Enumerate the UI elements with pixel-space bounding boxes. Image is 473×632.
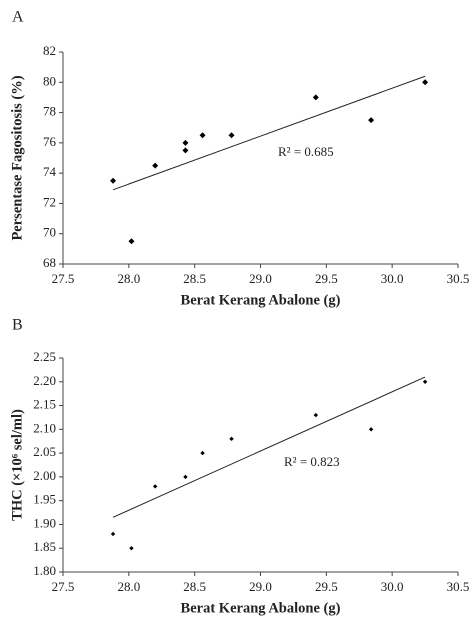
point (368, 117, 375, 124)
y-tick-label: 78 (43, 104, 56, 119)
y-tick-label: 70 (43, 225, 56, 240)
point (313, 412, 318, 418)
r-squared: R² = 0.823 (284, 454, 340, 469)
x-tick-label: 28.5 (183, 271, 206, 286)
point (422, 79, 429, 86)
x-tick-label: 29.5 (315, 271, 338, 286)
trendline (112, 376, 426, 518)
y-tick-label: 2.10 (33, 420, 56, 435)
point (110, 531, 116, 537)
panel-label: A (12, 9, 24, 26)
panel-label: B (12, 317, 23, 334)
y-tick-label: 1.95 (33, 492, 56, 507)
point (229, 436, 234, 442)
y-axis-title: Persentase Fagositosis (%) (9, 75, 25, 240)
y-tick-label: 2.25 (33, 349, 56, 364)
point (129, 546, 134, 551)
y-tick-label: 1.85 (33, 539, 56, 554)
x-axis-title: Berat Kerang Abalone (g) (181, 292, 341, 308)
x-tick-label: 29.0 (249, 271, 272, 286)
x-tick-label: 28.0 (117, 271, 140, 286)
x-tick-label: 28.0 (117, 579, 140, 594)
x-tick-label: 30.5 (447, 579, 470, 594)
y-tick-label: 82 (43, 43, 56, 58)
x-tick-label: 28.5 (183, 579, 206, 594)
y-tick-label: 1.80 (33, 563, 56, 578)
x-tick-label: 29.0 (249, 579, 272, 594)
y-tick-label: 2.00 (33, 468, 56, 483)
x-tick-label: 27.5 (52, 579, 75, 594)
y-tick-label: 2.15 (33, 397, 56, 412)
y-tick-label: 80 (43, 73, 56, 88)
x-tick-label: 30.0 (381, 579, 404, 594)
point (368, 427, 374, 432)
y-tick-label: 74 (43, 164, 57, 179)
x-tick-label: 30.0 (381, 271, 404, 286)
trendline (112, 75, 426, 191)
y-tick-label: 1.90 (33, 515, 56, 530)
y-tick-label: 2.05 (33, 444, 56, 459)
x-tick-label: 29.5 (315, 579, 338, 594)
point (152, 162, 159, 169)
y-axis-title: THC (×10⁶ sel/ml) (9, 409, 25, 521)
point (199, 132, 206, 139)
x-tick-label: 27.5 (52, 271, 75, 286)
y-tick-label: 68 (43, 255, 56, 270)
point (200, 450, 205, 456)
y-tick-label: 72 (43, 194, 56, 209)
point (152, 484, 158, 489)
point (228, 132, 235, 139)
point (110, 177, 117, 184)
point (183, 474, 188, 480)
y-tick-label: 76 (43, 134, 57, 149)
r-squared: R² = 0.685 (278, 144, 334, 159)
point (182, 147, 189, 154)
x-axis-title: Berat Kerang Abalone (g) (181, 600, 341, 616)
point (422, 379, 428, 384)
point (182, 139, 189, 146)
point (312, 94, 319, 101)
point (128, 238, 135, 245)
x-tick-label: 30.5 (447, 271, 470, 286)
y-tick-label: 2.20 (33, 373, 56, 388)
